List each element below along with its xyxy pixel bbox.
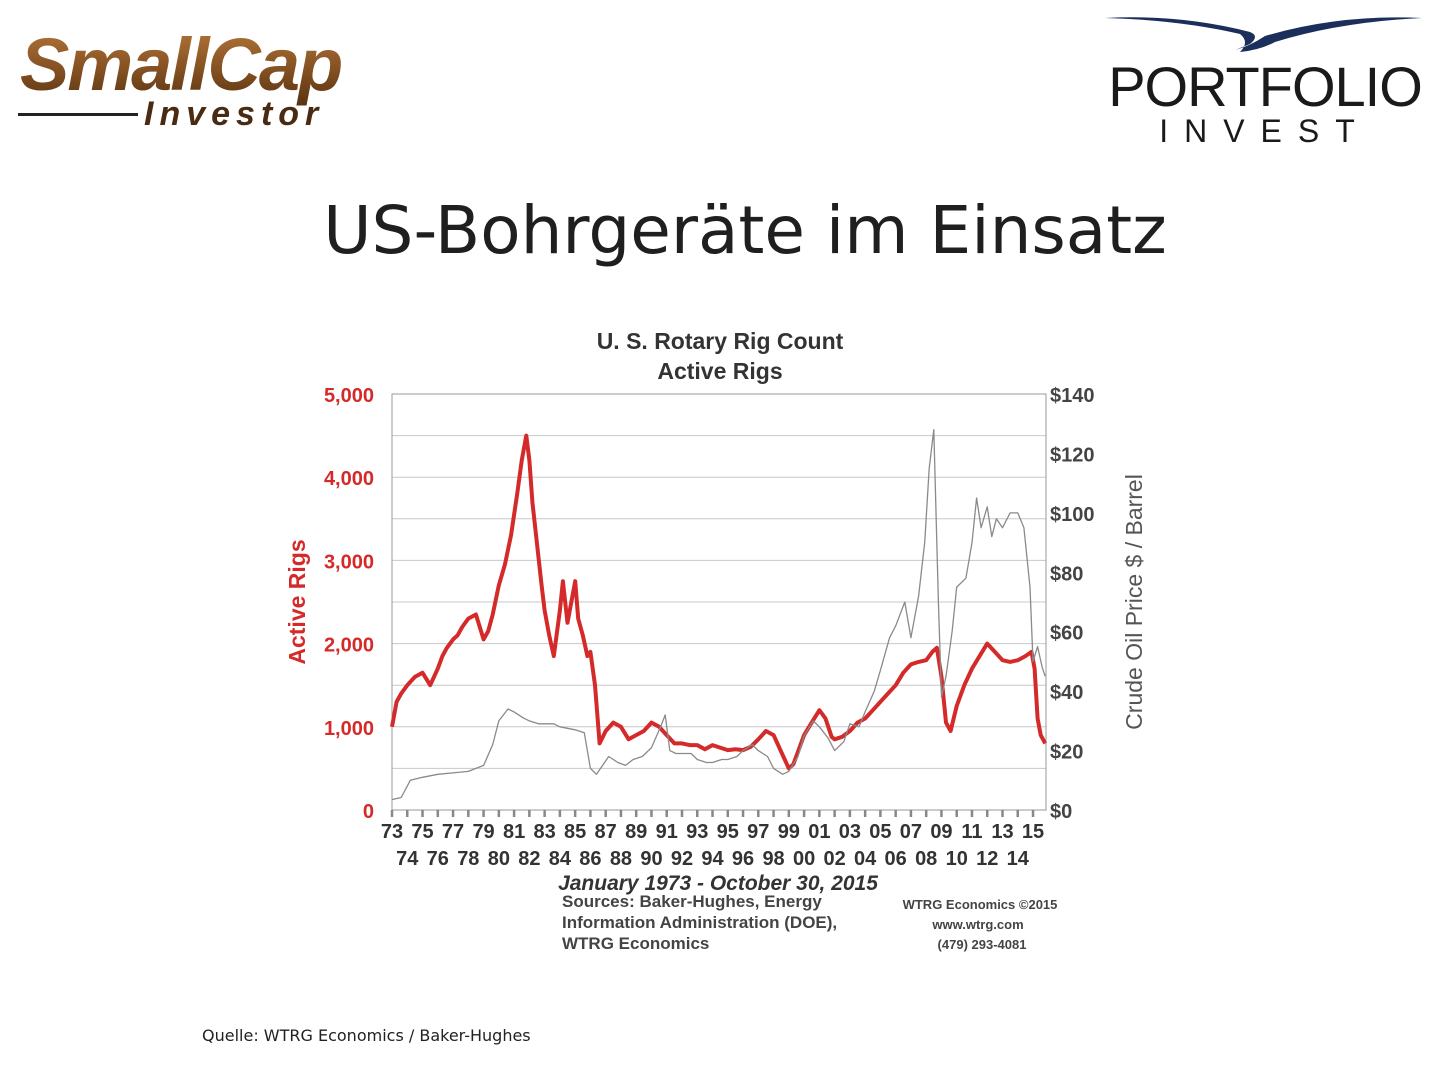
right-tick-label: $20 xyxy=(1050,742,1083,764)
x-tick-label: 96 xyxy=(732,848,754,870)
right-tick-label: $80 xyxy=(1050,563,1083,585)
right-tick-label: $0 xyxy=(1050,801,1072,823)
chart-subtitle: Active Rigs xyxy=(657,358,782,384)
sources-text: Sources: Baker-Hughes, Energy xyxy=(562,892,822,911)
x-tick-label: 87 xyxy=(595,821,617,843)
x-tick-label: 04 xyxy=(854,848,877,870)
x-tick-label: 83 xyxy=(534,821,556,843)
x-tick-label: 07 xyxy=(900,821,922,843)
svg-text:SmallCap: SmallCap xyxy=(20,23,341,106)
chart-title: U. S. Rotary Rig Count xyxy=(597,328,844,354)
x-tick-label: 90 xyxy=(640,848,662,870)
x-tick-label: 03 xyxy=(839,821,861,843)
x-tick-label: 14 xyxy=(1007,848,1030,870)
x-tick-label: 79 xyxy=(472,821,494,843)
source-note: Quelle: WTRG Economics / Baker-Hughes xyxy=(202,1026,531,1045)
x-tick-label: 11 xyxy=(961,821,982,843)
x-tick-label: 99 xyxy=(778,821,800,843)
x-tick-label: 80 xyxy=(488,848,510,870)
x-tick-label: 89 xyxy=(625,821,647,843)
x-tick-label: 84 xyxy=(549,848,572,870)
svg-text:Investor: Investor xyxy=(144,95,324,133)
credit-text: www.wtrg.com xyxy=(931,917,1023,932)
x-tick-label: 86 xyxy=(579,848,601,870)
x-tick-label: 95 xyxy=(717,821,739,843)
left-tick-label: 2,000 xyxy=(324,635,374,657)
x-tick-label: 73 xyxy=(381,821,403,843)
x-tick-label: 82 xyxy=(518,848,540,870)
x-tick-label: 06 xyxy=(885,848,907,870)
slide-title: US-Bohrgeräte im Einsatz xyxy=(323,192,1167,269)
x-tick-label: 94 xyxy=(701,848,724,870)
left-tick-label: 5,000 xyxy=(324,385,374,407)
x-tick-label: 88 xyxy=(610,848,632,870)
active-rigs-line xyxy=(390,433,1047,771)
x-tick-label: 15 xyxy=(1022,821,1044,843)
x-tick-label: 01 xyxy=(808,821,830,843)
x-tick-label: 75 xyxy=(411,821,433,843)
left-tick-label: 0 xyxy=(363,801,374,823)
x-tick-label: 97 xyxy=(747,821,769,843)
x-tick-label: 91 xyxy=(656,821,678,843)
right-tick-label: $120 xyxy=(1050,444,1095,466)
left-axis-title: Active Rigs xyxy=(284,539,310,664)
x-tick-label: 00 xyxy=(793,848,815,870)
x-tick-label: 12 xyxy=(976,848,998,870)
x-tick-label: 92 xyxy=(671,848,693,870)
portfolio-invest-logo: PORTFOLIO INVEST xyxy=(1105,17,1423,149)
x-tick-label: 74 xyxy=(396,848,419,870)
credit-text: (479) 293-4081 xyxy=(938,937,1027,952)
left-tick-label: 4,000 xyxy=(324,468,374,490)
svg-text:INVEST: INVEST xyxy=(1159,113,1371,149)
x-tick-label: 02 xyxy=(823,848,845,870)
x-tick-label: 76 xyxy=(427,848,449,870)
plot-border xyxy=(391,393,1047,811)
sources-text: WTRG Economics xyxy=(562,934,709,953)
credit-text: WTRG Economics ©2015 xyxy=(903,897,1058,912)
right-axis-title: Crude Oil Price $ / Barrel xyxy=(1121,474,1147,730)
left-tick-label: 3,000 xyxy=(324,551,374,573)
right-tick-label: $140 xyxy=(1050,385,1095,407)
right-tick-label: $60 xyxy=(1050,623,1083,645)
x-tick-label: 08 xyxy=(915,848,937,870)
svg-text:PORTFOLIO: PORTFOLIO xyxy=(1108,55,1422,118)
x-tick-label: 81 xyxy=(503,821,525,843)
x-tick-label: 77 xyxy=(442,821,464,843)
x-tick-label: 85 xyxy=(564,821,586,843)
x-tick-label: 13 xyxy=(991,821,1013,843)
smallcap-investor-logo: SmallCap Investor xyxy=(18,23,343,133)
right-tick-label: $40 xyxy=(1050,682,1083,704)
x-tick-label: 10 xyxy=(946,848,968,870)
sources-text: Information Administration (DOE), xyxy=(562,913,837,932)
x-tick-label: 05 xyxy=(869,821,891,843)
right-tick-label: $100 xyxy=(1050,504,1095,526)
x-tick-label: 78 xyxy=(457,848,479,870)
x-tick-label: 09 xyxy=(930,821,952,843)
oil-price-line xyxy=(391,429,1046,801)
x-tick-label: 98 xyxy=(762,848,784,870)
left-tick-label: 1,000 xyxy=(324,718,374,740)
period-label: January 1973 - October 30, 2015 xyxy=(558,872,878,895)
x-tick-label: 93 xyxy=(686,821,708,843)
